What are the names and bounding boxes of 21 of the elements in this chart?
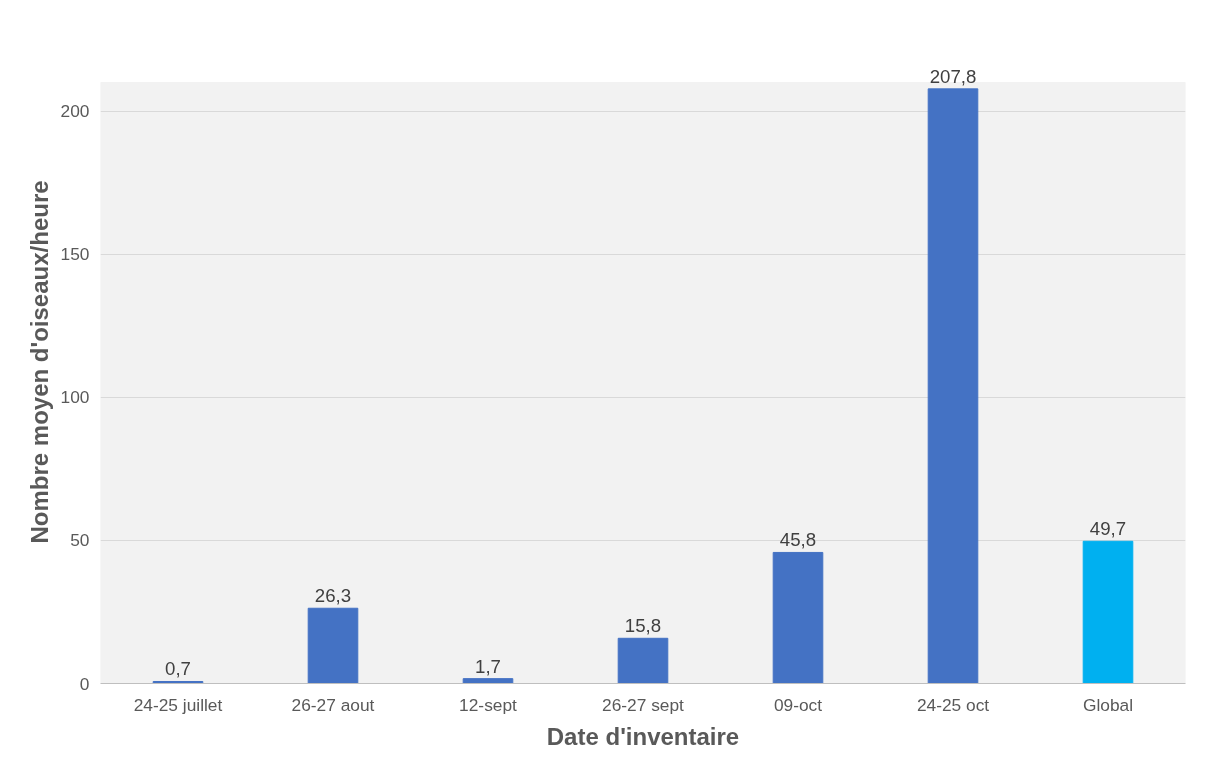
x-tick-label: 12-sept <box>459 694 518 715</box>
data-label: 207,8 <box>929 65 977 87</box>
x-tick-label: Global <box>1082 694 1134 715</box>
y-tick-label: 0 <box>79 673 90 694</box>
x-tick-label: 24-25 juillet <box>133 694 223 715</box>
data-label: 45,8 <box>779 529 817 551</box>
x-tick-label: 26-27 sept <box>602 694 685 715</box>
y-axis-title: Nombre moyen d'oiseaux/heure <box>25 180 53 544</box>
data-label: 1,7 <box>475 655 501 677</box>
x-axis-title: Date d'inventaire <box>546 722 740 750</box>
data-label: 26,3 <box>314 585 352 607</box>
y-tick-label: 50 <box>70 530 90 551</box>
data-label: 15,8 <box>624 615 662 637</box>
y-tick-label: 200 <box>60 101 90 122</box>
y-tick-label: 100 <box>60 387 90 408</box>
data-label: 0,7 <box>165 658 191 680</box>
x-tick-label: 26-27 aout <box>291 694 375 715</box>
data-label: 49,7 <box>1089 518 1127 540</box>
x-tick-label: 09-oct <box>773 694 823 715</box>
x-tick-label: 24-25 oct <box>916 694 990 715</box>
y-tick-label: 150 <box>60 244 90 265</box>
